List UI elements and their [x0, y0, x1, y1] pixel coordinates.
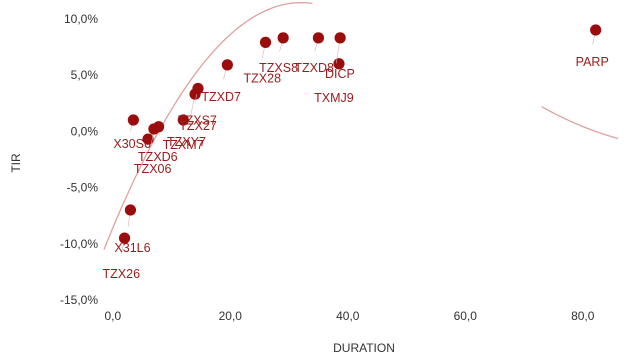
y-tick-label: 10,0%	[64, 12, 98, 26]
data-point	[153, 121, 165, 133]
data-point	[259, 36, 272, 48]
data-point	[334, 32, 346, 44]
x-tick-label: 20,0	[219, 309, 243, 323]
data-label: TZX26	[103, 267, 141, 281]
y-tick-label: 0,0%	[71, 124, 99, 138]
data-label: TZX27	[179, 119, 217, 133]
x-tick-label: 40,0	[336, 309, 360, 323]
trendline-segment	[103, 1, 313, 250]
x-axis-title: DURATION	[333, 341, 395, 355]
data-point	[118, 232, 131, 244]
data-label: TZXS8	[259, 61, 298, 75]
data-point	[277, 32, 289, 44]
x-tick-label: 80,0	[571, 309, 595, 323]
data-point	[221, 59, 233, 71]
y-tick-label: -15,0%	[60, 293, 98, 307]
data-label: PARP	[576, 55, 609, 69]
data-point	[590, 24, 602, 36]
data-label: X30S6	[113, 137, 151, 151]
data-label: TZXD7	[201, 90, 241, 104]
y-tick-label: -5,0%	[67, 181, 99, 195]
y-tick-label: 5,0%	[71, 68, 99, 82]
data-point	[127, 114, 139, 126]
data-point	[177, 114, 189, 126]
data-point	[333, 58, 345, 70]
data-label: TZXD8	[294, 61, 334, 75]
data-label: DICP	[325, 67, 355, 81]
y-tick-label: -10,0%	[60, 237, 98, 251]
x-tick-label: 60,0	[454, 309, 478, 323]
data-label: TZXD6	[138, 150, 178, 164]
trendline-segment	[541, 106, 619, 140]
data-label: TZXS7	[178, 114, 217, 128]
data-label: TZX06	[134, 162, 172, 176]
trendline	[103, 1, 619, 250]
data-label: TZXM7	[163, 138, 204, 152]
data-point	[192, 82, 204, 95]
data-label: TZXY7	[167, 135, 206, 149]
data-point	[124, 204, 137, 216]
data-label: TZX28	[244, 71, 282, 85]
data-points	[118, 24, 602, 255]
x-axis-ticks: 0,0 20,0 40,0 60,0 80,0	[104, 309, 594, 323]
y-axis-ticks: 10,0% 5,0% 0,0% -5,0% -10,0% -15,0%	[60, 12, 98, 307]
y-axis-title: TIR	[9, 153, 23, 173]
data-label: TXMJ9	[314, 91, 354, 105]
data-point	[312, 32, 325, 44]
data-point	[142, 133, 154, 145]
x-tick-label: 0,0	[104, 309, 121, 323]
data-label: X31L6	[114, 241, 150, 255]
